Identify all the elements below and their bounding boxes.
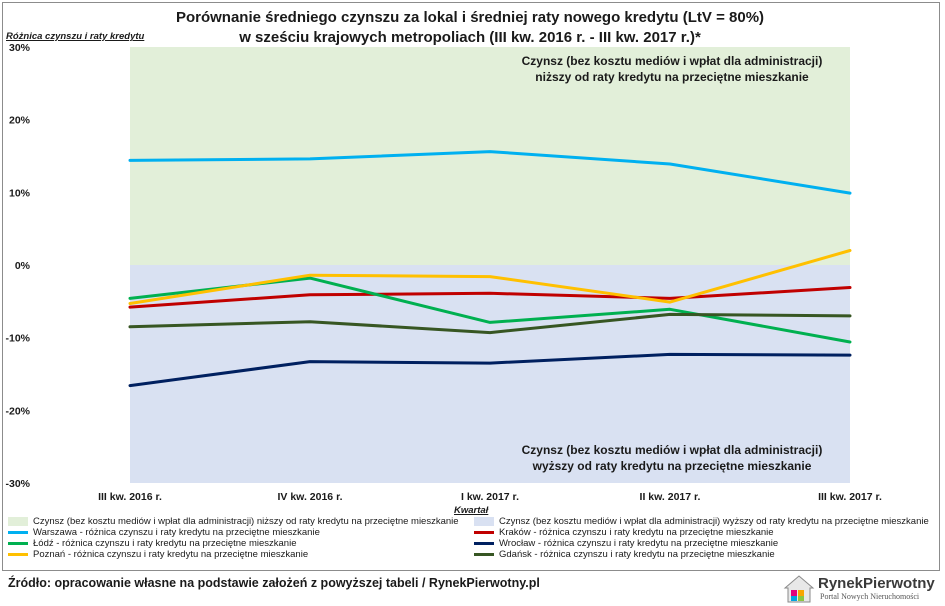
x-axis-label: Kwartał bbox=[454, 505, 489, 516]
legend-swatch bbox=[8, 517, 28, 526]
legend-swatch bbox=[8, 542, 28, 545]
legend-label: Kraków - różnica czynszu i raty kredytu … bbox=[499, 527, 774, 538]
legend-item: Łódź - różnica czynszu i raty kredytu na… bbox=[8, 538, 296, 549]
y-tick-label: -20% bbox=[5, 405, 30, 417]
legend-item: Gdańsk - różnica czynszu i raty kredytu … bbox=[474, 549, 775, 560]
legend-item: Warszawa - różnica czynszu i raty kredyt… bbox=[8, 527, 320, 538]
annotation-top-line2: niższy od raty kredytu na przeciętne mie… bbox=[535, 70, 809, 84]
legend-label: Poznań - różnica czynszu i raty kredytu … bbox=[33, 549, 309, 560]
logo-name: RynekPierwotny bbox=[818, 575, 935, 592]
chart-title-line2: w sześciu krajowych metropoliach (III kw… bbox=[239, 29, 701, 46]
y-tick-label: 0% bbox=[15, 260, 31, 272]
x-tick-label: II kw. 2017 r. bbox=[640, 491, 701, 503]
series-line-5 bbox=[128, 312, 852, 335]
legend-label: Czynsz (bez kosztu mediów i wpłat dla ad… bbox=[499, 516, 929, 527]
y-tick-label: 30% bbox=[9, 42, 31, 54]
house-logo-icon bbox=[783, 575, 815, 603]
x-tick-label: IV kw. 2016 r. bbox=[278, 491, 343, 503]
region-0 bbox=[130, 47, 850, 265]
chart-frame bbox=[2, 2, 940, 571]
legend-label: Wrocław - różnica czynszu i raty kredytu… bbox=[499, 538, 779, 549]
series-line-3 bbox=[128, 352, 852, 388]
annotation-top-line1: Czynsz (bez kosztu mediów i wpłat dla ad… bbox=[522, 54, 823, 68]
annotation-bottom-line1: Czynsz (bez kosztu mediów i wpłat dla ad… bbox=[522, 443, 823, 457]
logo-tagline: Portal Nowych Nieruchomości bbox=[820, 592, 920, 601]
x-tick-label: III kw. 2016 r. bbox=[98, 491, 162, 503]
y-tick-label: 10% bbox=[9, 187, 31, 199]
legend-label: Warszawa - różnica czynszu i raty kredyt… bbox=[33, 527, 320, 538]
series-line-0 bbox=[128, 150, 852, 195]
legend-swatch bbox=[8, 531, 28, 534]
y-axis-label: Różnica czynszu i raty kredytu bbox=[6, 31, 145, 42]
legend-swatch bbox=[474, 553, 494, 556]
legend-swatch bbox=[474, 542, 494, 545]
legend-label: Łódź - różnica czynszu i raty kredytu na… bbox=[33, 538, 297, 549]
line-chart: 30% 20% 10% 0% -10% -20% -30% III kw. 2016 r. IV… bbox=[5, 42, 882, 503]
legend-swatch bbox=[474, 517, 494, 526]
legend-swatch bbox=[8, 553, 28, 556]
legend-swatch bbox=[474, 531, 494, 534]
y-tick-label: 20% bbox=[9, 115, 31, 127]
legend-item: Czynsz (bez kosztu mediów i wpłat dla ad… bbox=[8, 516, 459, 527]
chart-title-line1: Porównanie średniego czynszu za lokal i … bbox=[175, 9, 765, 26]
x-tick-label: I kw. 2017 r. bbox=[461, 491, 519, 503]
y-tick-label: -10% bbox=[5, 333, 30, 345]
legend-item: Wrocław - różnica czynszu i raty kredytu… bbox=[474, 538, 778, 549]
legend-item: Poznań - różnica czynszu i raty kredytu … bbox=[8, 549, 308, 560]
rynekpierwotny-logo: RynekPierwotny Portal Nowych Nieruchomoś… bbox=[780, 574, 940, 604]
legend-label: Gdańsk - różnica czynszu i raty kredytu … bbox=[499, 549, 775, 560]
chart-title: Porównanie średniego czynszu za lokal i … bbox=[60, 8, 880, 48]
source-note: Źródło: opracowanie własne na podstawie … bbox=[8, 576, 540, 590]
series-line-1 bbox=[128, 286, 852, 309]
region-1 bbox=[130, 265, 850, 483]
x-tick-label: III kw. 2017 r. bbox=[818, 491, 882, 503]
annotation-bottom-line2: wyższy od raty kredytu na przeciętne mie… bbox=[532, 459, 812, 473]
legend-item: Czynsz (bez kosztu mediów i wpłat dla ad… bbox=[474, 516, 929, 527]
legend-item: Kraków - różnica czynszu i raty kredytu … bbox=[474, 527, 774, 538]
series-line-4 bbox=[128, 249, 852, 305]
legend-label: Czynsz (bez kosztu mediów i wpłat dla ad… bbox=[33, 516, 459, 527]
y-tick-label: -30% bbox=[5, 478, 30, 490]
